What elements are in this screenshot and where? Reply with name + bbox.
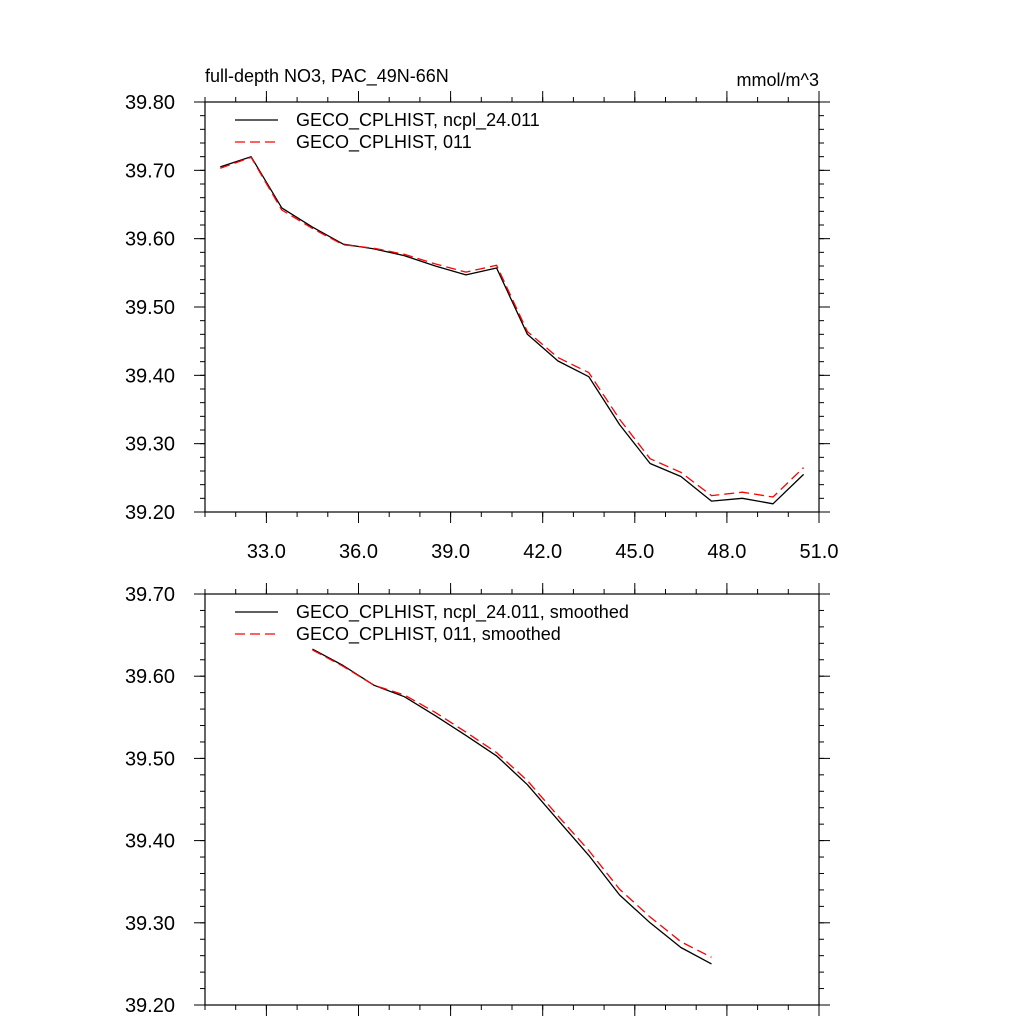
x-tick-label: 39.0 [431,541,470,563]
top-plot-frame [204,101,820,513]
top-x-tick-labels: 33.0 36.0 39.0 42.0 45.0 48.0 51.0 [247,541,839,563]
top-chart-units: mmol/m^3 [737,70,819,90]
series-line-solid [312,648,712,965]
series-line-dashed [312,649,712,958]
y-tick-label: 39.50 [125,748,175,770]
y-tick-label: 39.50 [125,297,175,319]
top-y-tick-labels: 39.20 39.30 39.40 39.50 39.60 39.70 39.80 [125,92,175,524]
y-tick-label: 39.40 [125,831,175,853]
series-line-solid [220,156,805,505]
x-tick-label: 48.0 [707,541,746,563]
x-tick-label: 36.0 [339,541,378,563]
bottom-y-tick-labels: 39.20 39.30 39.40 39.50 39.60 39.70 [125,584,175,1017]
y-tick-label: 39.20 [125,502,175,524]
x-tick-label: 33.0 [247,541,286,563]
y-tick-label: 39.70 [125,160,175,182]
x-tick-label: 51.0 [800,541,839,563]
top-panel: full-depth NO3, PAC_49N-66N mmol/m^3 39.… [125,66,839,563]
y-tick-label: 39.40 [125,365,175,387]
bottom-legend: GECO_CPLHIST, ncpl_24.011, smoothedGECO_… [235,602,629,645]
bottom-series [312,648,712,965]
y-tick-label: 39.80 [125,92,175,114]
x-tick-label: 45.0 [615,541,654,563]
bottom-panel: 39.20 39.30 39.40 39.50 39.60 39.70 GECO_CPLH… [125,583,830,1017]
y-tick-label: 39.60 [125,229,175,251]
y-tick-label: 39.30 [125,913,175,935]
legend-label: GECO_CPLHIST, 011, smoothed [296,624,561,645]
y-tick-label: 39.30 [125,434,175,456]
top-series [220,156,805,505]
legend-label: GECO_CPLHIST, 011 [296,132,472,153]
legend-label: GECO_CPLHIST, ncpl_24.011 [296,110,540,131]
x-tick-label: 42.0 [523,541,562,563]
y-tick-label: 39.70 [125,584,175,606]
y-tick-label: 39.60 [125,666,175,688]
legend-label: GECO_CPLHIST, ncpl_24.011, smoothed [296,602,629,623]
top-ticks [194,91,830,523]
bottom-plot-frame [204,593,820,1006]
top-chart-title: full-depth NO3, PAC_49N-66N [205,66,449,87]
bottom-ticks [194,583,830,1016]
y-tick-label: 39.20 [125,995,175,1017]
series-line-dashed [220,156,805,498]
